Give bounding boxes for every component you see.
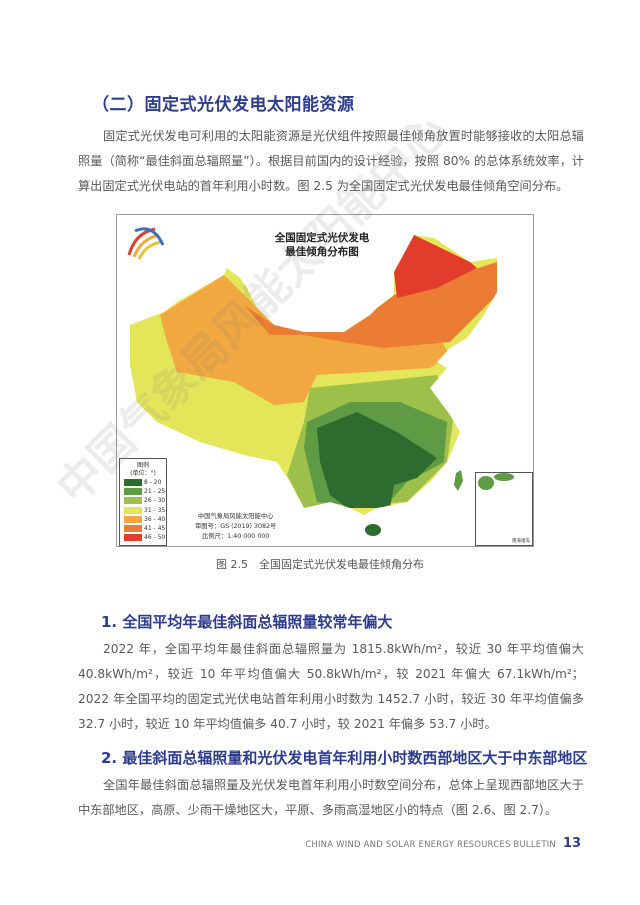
legend-item: 26 - 30 bbox=[124, 496, 166, 505]
legend-label: 46 - 50 bbox=[144, 534, 166, 542]
zone-36-40 bbox=[160, 275, 450, 405]
section2-heading: 2. 最佳斜面总辐照量和光伏发电首年利用小时数西部地区大于中东部地区 bbox=[101, 749, 588, 767]
legend-item: 31 - 35 bbox=[124, 506, 166, 515]
map-title-line2: 最佳倾角分布图 bbox=[285, 246, 359, 258]
figure-caption: 图 2.5 全国固定式光伏发电最佳倾角分布 bbox=[216, 558, 424, 571]
legend-swatch bbox=[124, 525, 142, 533]
legend-label: 31 - 35 bbox=[144, 506, 166, 514]
section-title: （二）固定式光伏发电太阳能资源 bbox=[92, 95, 355, 115]
map-legend: 图例 (单位：°) 8 - 20 21 - 25 26 - 30 31 - 35 36 -… bbox=[119, 458, 167, 546]
inset-label: 南海诸岛 bbox=[512, 539, 530, 544]
page-number: 13 bbox=[563, 836, 582, 851]
zone-8-20 bbox=[317, 412, 437, 508]
taiwan bbox=[454, 470, 463, 491]
legend-label: 26 - 30 bbox=[144, 497, 166, 505]
legend-label: 21 - 25 bbox=[144, 488, 166, 496]
map-title: 全国固定式光伏发电 最佳倾角分布图 bbox=[257, 231, 387, 259]
legend-item: 46 - 50 bbox=[124, 533, 166, 542]
legend-label: 36 - 40 bbox=[144, 515, 166, 523]
footer-bulletin: CHINA WIND AND SOLAR ENERGY RESOURCES BU… bbox=[305, 840, 556, 850]
legend-swatch bbox=[124, 479, 142, 487]
china-map-graphic bbox=[127, 227, 497, 536]
map-credits: 中国气象局风能太阳能中心 审图号：GS (2019) 3082号 比例尺：1:4… bbox=[195, 512, 276, 542]
zone-46-50 bbox=[394, 235, 477, 298]
legend-swatch bbox=[124, 506, 142, 514]
map-title-line1: 全国固定式光伏发电 bbox=[274, 232, 370, 244]
legend-swatch bbox=[124, 515, 142, 523]
legend-label: 8 - 20 bbox=[144, 479, 162, 487]
legend-swatch bbox=[124, 488, 142, 496]
tilt-angle-map: 全国固定式光伏发电 最佳倾角分布图 图例 (单位：°) 8 - 20 21 - 25… bbox=[116, 214, 534, 547]
hainan bbox=[365, 524, 381, 536]
credit-review: 审图号：GS (2019) 3082号 bbox=[195, 523, 277, 530]
logo-icon bbox=[127, 227, 165, 260]
section1-paragraph: 2022 年，全国平均年最佳斜面总辐照量为 1815.8kWh/m²，较近 30… bbox=[78, 642, 584, 731]
legend-title: 图例 (单位：°) bbox=[130, 462, 156, 477]
legend-item: 41 - 45 bbox=[124, 524, 166, 533]
section1-heading: 1. 全国平均年最佳斜面总辐照量较常年偏大 bbox=[101, 613, 393, 631]
intro-paragraph: 固定式光伏发电可利用的太阳能资源是光伏组件按照最佳倾角放置时能够接收的太阳总辐照… bbox=[78, 129, 584, 193]
legend-label: 41 - 45 bbox=[144, 525, 166, 533]
credit-scale: 比例尺：1:40 000 000 bbox=[201, 533, 270, 540]
legend-item: 21 - 25 bbox=[124, 487, 166, 496]
legend-item: 8 - 20 bbox=[124, 478, 166, 487]
legend-swatch bbox=[124, 534, 142, 542]
south-china-sea-inset: 南海诸岛 bbox=[475, 472, 533, 546]
legend-item: 36 - 40 bbox=[124, 515, 166, 524]
credit-org: 中国气象局风能太阳能中心 bbox=[197, 513, 274, 520]
section2-paragraph: 全国年最佳斜面总辐照量及光伏发电首年利用小时数空间分布，总体上呈现西部地区大于中… bbox=[78, 778, 584, 817]
legend-swatch bbox=[124, 497, 142, 505]
